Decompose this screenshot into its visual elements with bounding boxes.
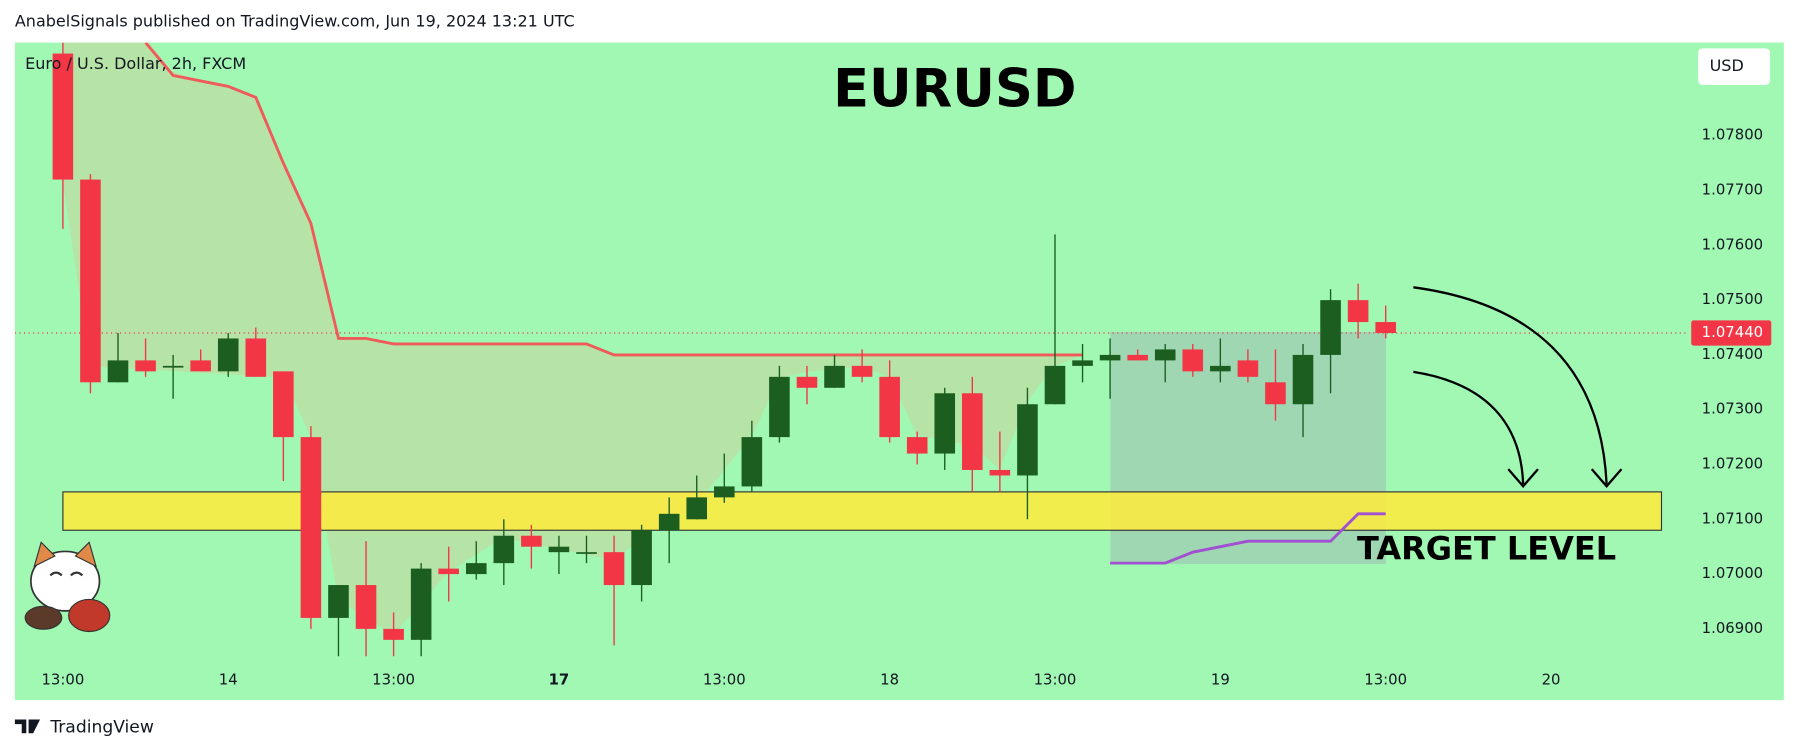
y-tick-label: 1.07400 <box>1702 345 1763 363</box>
candle-body <box>741 437 763 487</box>
candle-body <box>1320 300 1341 355</box>
candle-body <box>80 179 101 383</box>
y-tick-label: 1.07600 <box>1702 235 1763 253</box>
x-tick-label: 13:00 <box>703 671 746 689</box>
candle-body <box>162 365 184 368</box>
x-tick-label: 20 <box>1542 671 1561 689</box>
candle-body <box>686 497 708 520</box>
candle-body <box>493 535 515 564</box>
target-zone <box>62 491 1663 531</box>
y-tick-label: 1.07300 <box>1702 400 1763 418</box>
candle-body <box>934 393 956 454</box>
candle-body <box>135 360 156 372</box>
candle-body <box>851 365 873 377</box>
candle-body <box>52 53 74 180</box>
y-tick-label: 1.06900 <box>1702 619 1763 637</box>
candle-body <box>217 338 239 372</box>
candle-body <box>796 376 818 388</box>
y-tick-label: 1.07800 <box>1702 126 1763 144</box>
x-tick-label: 14 <box>219 671 238 689</box>
currency-button[interactable] <box>1698 48 1771 85</box>
arrow-head <box>1507 468 1539 489</box>
candle-body <box>1017 404 1038 476</box>
currency-label: USD <box>1710 56 1744 75</box>
candle-body <box>1237 360 1259 377</box>
candle-body <box>1292 354 1314 405</box>
chart-title: EURUSD <box>833 58 1076 119</box>
candle-body <box>1265 382 1286 405</box>
candle-body <box>1210 365 1231 372</box>
candle-body <box>658 513 680 531</box>
candle-body <box>300 437 322 618</box>
candle-body <box>962 393 983 470</box>
candle-body <box>410 568 432 640</box>
candle-body <box>1127 354 1148 361</box>
candle-body <box>245 338 267 377</box>
candle-body <box>769 376 790 438</box>
candle-body <box>603 552 625 586</box>
x-tick-label: 13:00 <box>41 671 84 689</box>
candle-body <box>824 365 845 388</box>
indicator-line <box>144 42 1083 357</box>
y-tick-label: 1.07000 <box>1702 564 1763 582</box>
candle-body <box>273 371 294 438</box>
plot <box>14 42 1688 657</box>
candle-body <box>906 437 928 454</box>
arrow <box>1413 370 1525 485</box>
candle-body <box>1182 349 1204 372</box>
candle-body <box>465 563 487 575</box>
candle-body <box>1099 354 1121 361</box>
candle-body <box>383 628 404 640</box>
arrow <box>1413 286 1608 485</box>
x-tick-label: 13:00 <box>372 671 415 689</box>
candle-body <box>713 486 735 498</box>
y-tick-label: 1.07700 <box>1702 181 1763 199</box>
mascot <box>24 541 111 633</box>
candle-body <box>1375 322 1396 333</box>
arrow-head <box>1590 468 1623 489</box>
last-price-box <box>1691 320 1772 346</box>
x-tick-label: 17 <box>549 671 570 689</box>
indicator-line <box>1110 512 1386 565</box>
y-tick-label: 1.07200 <box>1702 455 1763 473</box>
candle-body <box>576 552 597 554</box>
candle-body <box>438 568 459 575</box>
logo <box>14 719 41 734</box>
candle-body <box>1154 349 1176 361</box>
candle-body <box>355 585 377 629</box>
candle-body <box>548 546 570 553</box>
y-tick-label: 1.07500 <box>1702 290 1763 308</box>
header: AnabelSignals published on TradingView.c… <box>15 12 575 31</box>
candle-body <box>631 530 652 586</box>
x-tick-label: 13:00 <box>1364 671 1407 689</box>
symbol-label: Euro / U.S. Dollar, 2h, FXCM <box>25 54 246 73</box>
last-price-label: 1.07440 <box>1702 323 1763 341</box>
candle-body <box>107 360 129 383</box>
candle-body <box>1044 365 1066 405</box>
x-tick-label: 18 <box>880 671 899 689</box>
candle-body <box>328 585 349 618</box>
x-tick-label: 19 <box>1211 671 1230 689</box>
x-tick-label: 13:00 <box>1034 671 1077 689</box>
candle-body <box>1072 360 1093 366</box>
y-tick-label: 1.07100 <box>1702 509 1763 527</box>
candle-body <box>989 469 1011 476</box>
candle-body <box>879 376 900 438</box>
candle-body <box>521 535 542 547</box>
footer: TradingView <box>49 718 154 738</box>
arrows <box>1413 286 1623 489</box>
annotation: TARGET LEVEL <box>1357 529 1616 567</box>
candle-body <box>190 360 211 372</box>
candle-body <box>1347 300 1369 323</box>
